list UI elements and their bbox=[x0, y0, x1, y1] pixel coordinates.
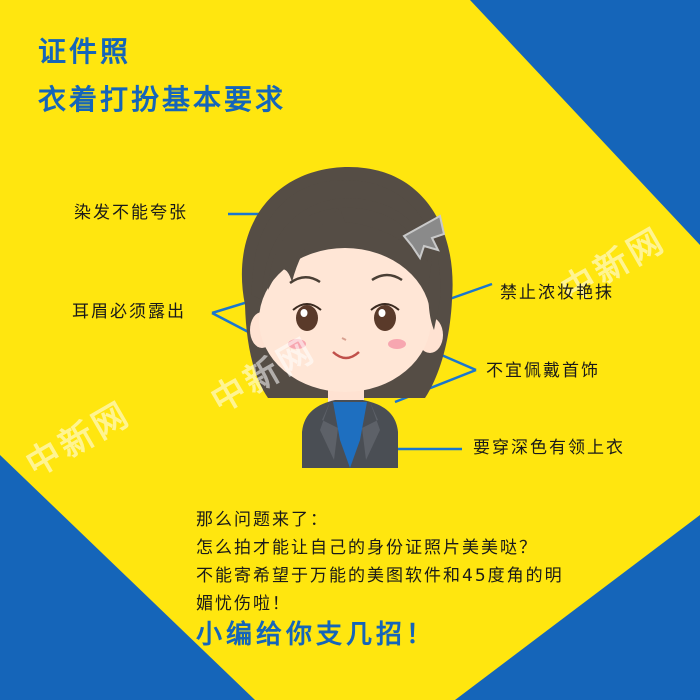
right-eye bbox=[374, 305, 396, 331]
title-line-1: 证件照 bbox=[38, 38, 131, 66]
right-blush bbox=[388, 339, 406, 349]
label-clothing: 要穿深色有领上衣 bbox=[473, 440, 625, 457]
label-accessories: 不宜佩戴首饰 bbox=[486, 363, 600, 380]
label-makeup: 禁止浓妆艳抹 bbox=[500, 285, 614, 302]
body-line-3: 不能寄希望于万能的美图软件和45度角的明 bbox=[196, 568, 564, 585]
body-line-4: 媚忧伤啦！ bbox=[196, 596, 291, 613]
title-line-2: 衣着打扮基本要求 bbox=[38, 86, 286, 114]
body-line-2: 怎么拍才能让自己的身份证照片美美哒？ bbox=[196, 540, 538, 557]
call-to-action: 小编给你支几招！ bbox=[196, 622, 436, 648]
label-ears-brows: 耳眉必须露出 bbox=[72, 304, 186, 321]
top-right-blue-triangle bbox=[470, 0, 700, 245]
cartoon-woman-illustration bbox=[242, 167, 453, 468]
body-line-1: 那么问题来了： bbox=[196, 512, 329, 529]
label-hair: 染发不能夸张 bbox=[74, 205, 188, 222]
